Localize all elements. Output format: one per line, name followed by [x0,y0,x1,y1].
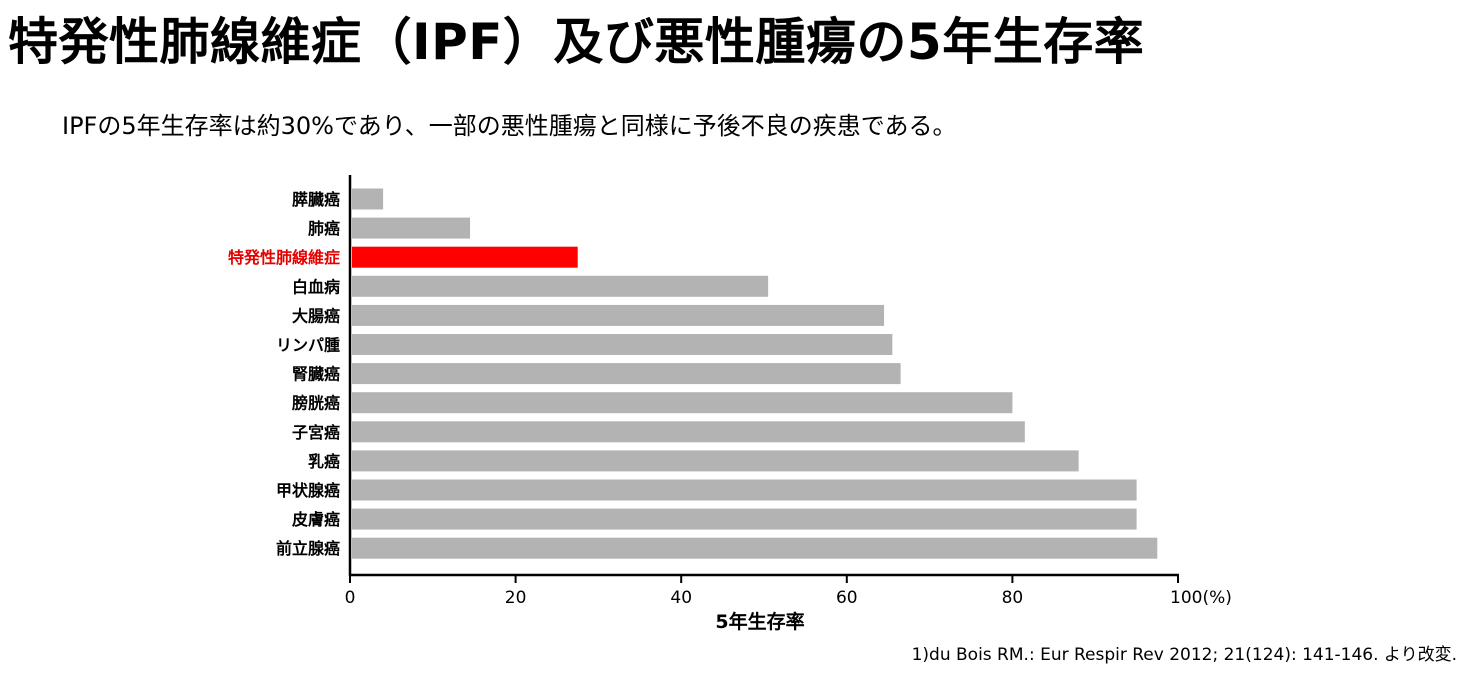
category-label-6: 腎臓癌 [292,365,340,384]
bar-2 [352,246,578,268]
page-title: 特発性肺線維症（IPF）及び悪性腫瘍の5年生存率 [8,13,1145,71]
bar-9 [352,450,1079,472]
x-tick-label-0: 0 [345,588,356,608]
bar-11 [352,508,1137,530]
x-tick-label-2: 40 [670,588,692,608]
x-tick-labels: 0 20 40 60 80 100(%) [345,588,1232,608]
category-label-12: 前立腺癌 [276,539,340,558]
bar-1 [352,217,471,239]
category-label-0: 膵臓癌 [292,190,340,209]
category-label-3: 白血病 [292,277,340,296]
bar-5 [352,334,893,355]
x-tick-label-3: 60 [836,588,858,608]
category-label-2: 特発性肺線維症 [228,248,340,267]
x-tick-label-4: 80 [1002,588,1024,608]
citation: 1)du Bois RM.: Eur Respir Rev 2012; 21(1… [911,645,1457,665]
x-tick-label-1: 20 [505,588,527,608]
category-label-8: 子宮癌 [292,423,340,442]
category-label-1: 肺癌 [308,219,340,238]
bar-3 [352,275,769,297]
bar-12 [352,537,1158,559]
category-label-9: 乳癌 [308,452,340,471]
bar-0 [352,188,384,210]
bar-8 [352,421,1025,443]
x-tick-label-5: 100(%) [1170,588,1232,608]
page-subtitle: IPFの5年生存率は約30%であり、一部の悪性腫瘍と同様に予後不良の疾患である。 [62,112,957,140]
bar-10 [352,479,1137,501]
axes [348,175,1179,583]
category-label-5: リンパ腫 [276,336,340,355]
bar-7 [352,392,1013,414]
x-axis-title: 5年生存率 [715,610,804,633]
category-label-10: 甲状腺癌 [276,481,340,500]
bar-4 [352,304,885,326]
category-label-7: 膀胱癌 [292,394,340,413]
category-labels: 膵臓癌肺癌特発性肺線維症白血病大腸癌リンパ腫腎臓癌膀胱癌子宮癌乳癌甲状腺癌皮膚癌… [228,190,340,558]
bar-6 [352,363,901,385]
category-label-11: 皮膚癌 [291,510,340,529]
bars-layer [352,188,1158,559]
category-label-4: 大腸癌 [292,306,340,325]
